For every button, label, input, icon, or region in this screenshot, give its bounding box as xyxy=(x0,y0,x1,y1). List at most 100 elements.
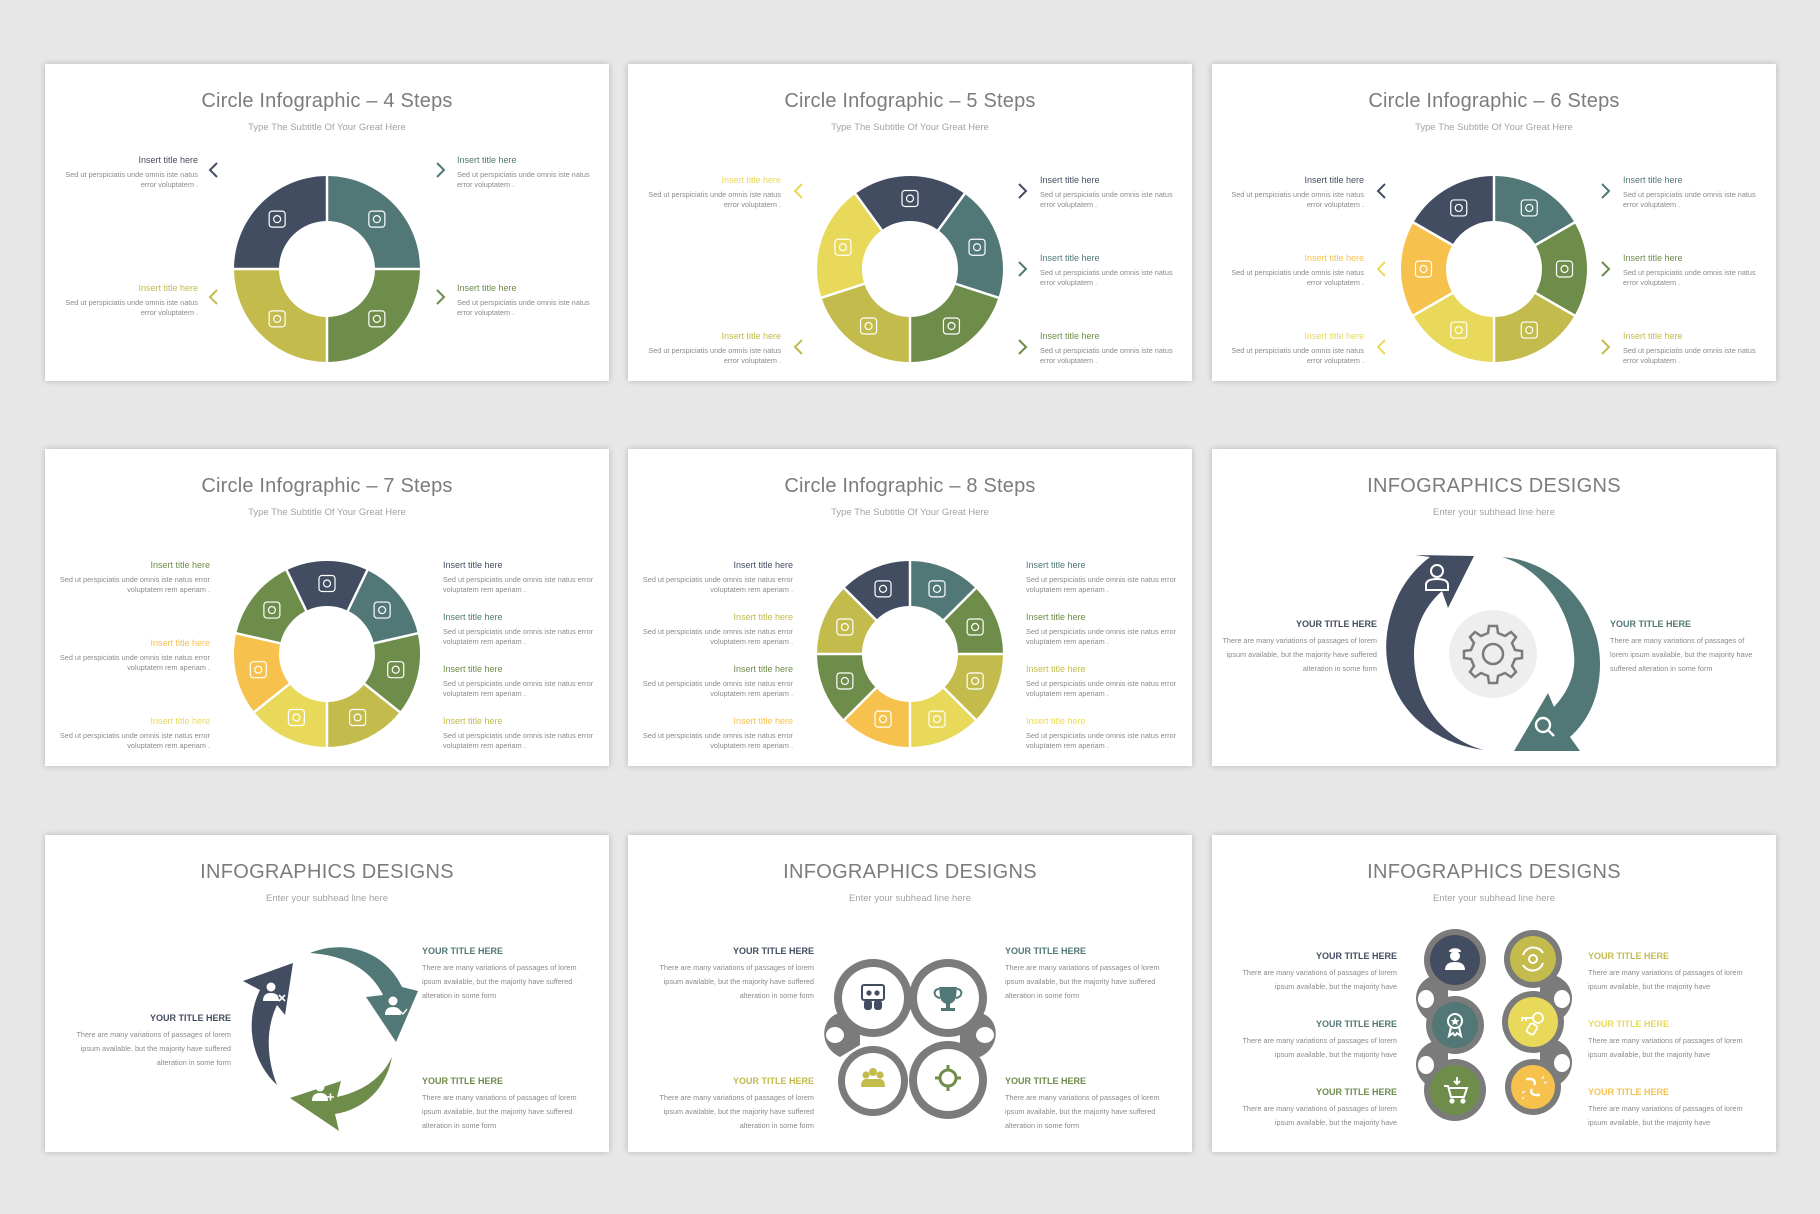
step-item: Insert title here Sed ut perspiciatis un… xyxy=(1026,716,1177,750)
step-item: Insert title here Sed ut perspiciatis un… xyxy=(642,664,793,698)
donut-segment xyxy=(817,589,876,653)
paper-plane-icon xyxy=(1520,321,1538,339)
step-item: Insert title here Sed ut perspiciatis un… xyxy=(443,716,594,750)
analytics-board-icon xyxy=(966,672,984,690)
slide-two-arrow-cycle[interactable]: INFOGRAPHICS DESIGNS Enter your subhead … xyxy=(1212,449,1776,766)
chevron-left-icon xyxy=(1376,183,1386,199)
step-item: Insert title here Sed ut perspiciatis un… xyxy=(648,331,781,365)
chevron-left-icon xyxy=(793,339,803,355)
three-arrow-cycle-diagram xyxy=(243,947,418,1131)
chevron-right-icon xyxy=(1601,261,1611,277)
donut-segment xyxy=(365,634,421,712)
user-remove-icon xyxy=(263,982,286,1002)
donut-segment xyxy=(328,684,399,747)
user-icon xyxy=(1425,564,1449,591)
slide-subtitle: Type The Subtitle Of Your Great Here xyxy=(1415,122,1573,133)
donut-segment xyxy=(287,561,367,611)
slide-title: INFOGRAPHICS DESIGNS xyxy=(200,861,454,883)
cart-icon xyxy=(1555,260,1574,278)
slide-title: Circle Infographic – 8 Steps xyxy=(784,475,1036,497)
chevron-right-icon xyxy=(1018,339,1028,355)
presentation-icon xyxy=(859,317,878,335)
text-block: YOUR TITLE HERE There are many variation… xyxy=(659,946,814,1000)
step-item: Insert title here Sed ut perspiciatis un… xyxy=(1026,612,1177,646)
mobile-puzzle-icon xyxy=(287,708,306,727)
lightbulb-icon xyxy=(834,238,852,256)
slide-title: Circle Infographic – 5 Steps xyxy=(784,90,1036,112)
donut-segment xyxy=(845,561,909,620)
head-gears-icon xyxy=(942,317,961,335)
step-item: Insert title here Sed ut perspiciatis un… xyxy=(443,560,594,594)
donut-segment xyxy=(856,176,964,230)
slide-circle-7-steps[interactable]: Circle Infographic – 7 Steps Type The Su… xyxy=(45,449,609,766)
slide-circle-6-steps[interactable]: Circle Infographic – 6 Steps Type The Su… xyxy=(1212,64,1776,381)
slide-circle-5-steps[interactable]: Circle Infographic – 5 Steps Type The Su… xyxy=(628,64,1192,381)
step-item: Insert title here Sed ut perspiciatis un… xyxy=(65,283,198,317)
gear-background xyxy=(1449,610,1537,698)
step-item: Insert title here Sed ut perspiciatis un… xyxy=(642,716,793,750)
chevron-left-icon xyxy=(1376,339,1386,355)
slide-subtitle: Type The Subtitle Of Your Great Here xyxy=(831,507,989,518)
monitor-gear-icon xyxy=(901,189,919,208)
chevron-right-icon xyxy=(436,162,446,178)
analytics-board-icon xyxy=(373,601,391,619)
teal-cycle-arrow xyxy=(1502,557,1600,751)
growth-chart-icon xyxy=(387,661,405,679)
text-block: YOUR TITLE HERE There are many variation… xyxy=(1005,1076,1160,1130)
trophy-icon xyxy=(933,987,963,1011)
slide-subtitle: Type The Subtitle Of Your Great Here xyxy=(248,507,406,518)
laptop-search-icon xyxy=(368,310,386,328)
chain-link-icon xyxy=(1450,321,1468,339)
slide-three-arrow-cycle[interactable]: INFOGRAPHICS DESIGNS Enter your subhead … xyxy=(45,835,609,1152)
slide-six-chained-circles[interactable]: INFOGRAPHICS DESIGNS Enter your subhead … xyxy=(1212,835,1776,1152)
slide-title: Circle Infographic – 6 Steps xyxy=(1368,90,1620,112)
worker-icon xyxy=(1445,948,1465,970)
step-item: Insert title here Sed ut perspiciatis un… xyxy=(1231,253,1364,287)
team-icon xyxy=(861,1068,885,1087)
donut-segment xyxy=(911,688,975,747)
text-block: YOUR TITLE HERE There are many variation… xyxy=(1242,1019,1397,1059)
step-item: Insert title here Sed ut perspiciatis un… xyxy=(1040,331,1173,365)
donut-segment xyxy=(1495,176,1574,244)
donut-segment xyxy=(911,561,975,620)
step-item: Insert title here Sed ut perspiciatis un… xyxy=(1040,253,1173,287)
gear-icon xyxy=(1462,624,1524,685)
document-chart-icon xyxy=(318,574,336,593)
donut-8-steps xyxy=(817,561,1003,747)
teal-cycle-arrow xyxy=(310,947,418,1042)
step-item: Insert title here Sed ut perspiciatis un… xyxy=(457,283,590,317)
donut-segment xyxy=(1414,176,1493,244)
slide-title: INFOGRAPHICS DESIGNS xyxy=(1367,475,1621,497)
step-item: Insert title here Sed ut perspiciatis un… xyxy=(59,638,210,672)
slide-subtitle: Enter your subhead line here xyxy=(849,893,971,904)
fingerprint-icon xyxy=(348,708,367,727)
slide-circle-4-steps[interactable]: Circle Infographic – 4 Steps Type The Su… xyxy=(45,64,609,381)
gear-icon xyxy=(1414,260,1433,278)
step-item: Insert title here Sed ut perspiciatis un… xyxy=(1231,331,1364,365)
donut-segment xyxy=(255,684,326,747)
chevron-right-icon xyxy=(1601,339,1611,355)
step-item: Insert title here Sed ut perspiciatis un… xyxy=(59,716,210,750)
rocket-icon xyxy=(968,238,986,256)
search-icon xyxy=(1534,716,1555,737)
donut-segment xyxy=(944,655,1003,719)
slide-circle-8-steps[interactable]: Circle Infographic – 8 Steps Type The Su… xyxy=(628,449,1192,766)
rocket-icon xyxy=(1520,199,1538,217)
step-item: Insert title here Sed ut perspiciatis un… xyxy=(1623,331,1756,365)
navy-cycle-arrow xyxy=(243,963,293,1085)
slide-subtitle: Enter your subhead line here xyxy=(1433,507,1555,518)
text-block: YOUR TITLE HERE There are many variation… xyxy=(422,1076,577,1130)
text-block: YOUR TITLE HERE There are many variation… xyxy=(422,946,577,1000)
donut-4-steps xyxy=(234,176,420,362)
text-block: YOUR TITLE HERE There are many variation… xyxy=(1242,951,1397,991)
green-cycle-arrow xyxy=(290,1057,392,1131)
text-block: YOUR TITLE HERE There are many variation… xyxy=(659,1076,814,1130)
slide-subtitle: Enter your subhead line here xyxy=(1433,893,1555,904)
donut-7-steps xyxy=(234,561,421,747)
step-item: Insert title here Sed ut perspiciatis un… xyxy=(1040,175,1173,209)
laptop-search-icon xyxy=(928,580,946,598)
slide-four-linked-circles[interactable]: INFOGRAPHICS DESIGNS Enter your subhead … xyxy=(628,835,1192,1152)
slide-subtitle: Type The Subtitle Of Your Great Here xyxy=(248,122,406,133)
text-block: YOUR TITLE HERE There are many variation… xyxy=(1005,946,1160,1000)
step-item: Insert title here Sed ut perspiciatis un… xyxy=(59,560,210,594)
